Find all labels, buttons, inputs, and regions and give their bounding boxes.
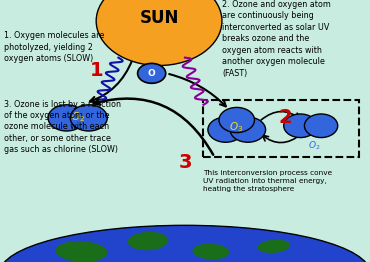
Text: $O_3$: $O_3$ bbox=[229, 120, 243, 134]
Ellipse shape bbox=[128, 232, 168, 250]
Bar bbox=[204, 100, 359, 157]
Circle shape bbox=[208, 117, 243, 142]
Ellipse shape bbox=[192, 244, 229, 259]
Circle shape bbox=[96, 0, 222, 66]
Circle shape bbox=[284, 114, 317, 138]
Ellipse shape bbox=[257, 239, 290, 253]
Text: 2. Ozone and oxygen atom
are continuously being
interconverted as solar UV
break: 2. Ozone and oxygen atom are continuousl… bbox=[222, 0, 331, 78]
Text: This interconversion process conve
UV radiation into thermal energy,
heating the: This interconversion process conve UV ra… bbox=[204, 170, 333, 192]
Circle shape bbox=[138, 63, 166, 83]
Ellipse shape bbox=[0, 225, 370, 262]
Text: 3. Ozone is lost by a reaction
of the oxygen atom or the
ozone molecule with eac: 3. Ozone is lost by a reaction of the ox… bbox=[4, 100, 121, 154]
Circle shape bbox=[219, 107, 255, 133]
Text: 3: 3 bbox=[178, 153, 192, 172]
Circle shape bbox=[230, 117, 266, 142]
Text: 2: 2 bbox=[278, 108, 292, 127]
Circle shape bbox=[48, 105, 85, 131]
Circle shape bbox=[70, 105, 107, 131]
Text: O: O bbox=[148, 69, 155, 78]
Text: $O_2$: $O_2$ bbox=[71, 110, 85, 124]
Text: SUN: SUN bbox=[139, 9, 179, 27]
Text: 1: 1 bbox=[90, 61, 103, 80]
Ellipse shape bbox=[56, 241, 107, 262]
Text: $O_2$: $O_2$ bbox=[308, 139, 321, 152]
Circle shape bbox=[305, 114, 338, 138]
Text: 1. Oxygen molecules are
photolyzed, yielding 2
oxygen atoms (SLOW): 1. Oxygen molecules are photolyzed, yiel… bbox=[4, 31, 104, 63]
